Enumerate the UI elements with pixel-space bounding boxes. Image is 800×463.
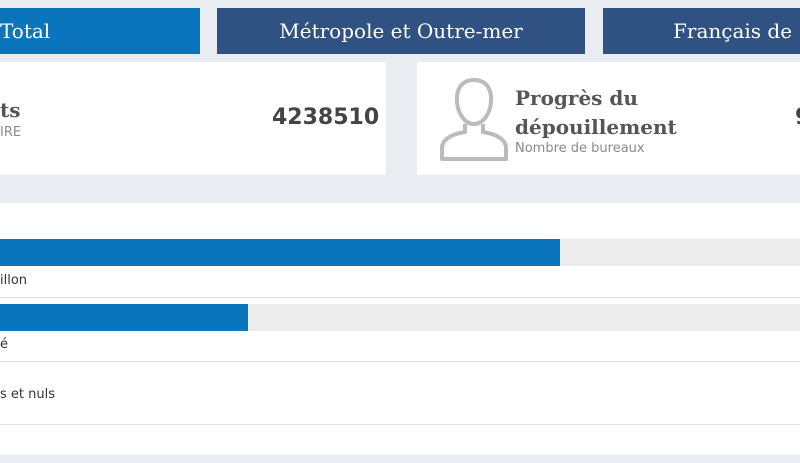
card: Progrès du dépouillement Nombre de bureau… [417, 62, 800, 175]
card-subtitle: Nombre de bureaux [515, 141, 645, 156]
card-title-line: dépouillement [515, 115, 677, 139]
card-title-line: Progrès du [515, 86, 638, 110]
bar-fill [0, 239, 560, 266]
tab[interactable]: Total [0, 8, 200, 54]
separator [0, 297, 800, 298]
card-title: ts [0, 98, 21, 122]
card-subtitle: IRE [0, 125, 22, 140]
bar-track [0, 239, 800, 266]
separator [0, 361, 800, 362]
card-title: Progrès du dépouillement [515, 84, 677, 142]
bar-fill [0, 304, 248, 331]
person-icon [440, 77, 508, 161]
tab[interactable]: Métropole et Outre-mer [217, 8, 585, 54]
bar-track [0, 304, 800, 331]
bar-label: illon [0, 273, 28, 288]
card-value: 9 [795, 105, 800, 130]
separator [0, 424, 800, 425]
tab-label: Français de [673, 19, 793, 43]
bar-label: s et nuls [0, 387, 55, 402]
tab[interactable]: Français de [603, 8, 800, 54]
card: ts IRE 4238510 [0, 62, 386, 175]
tab-label: Total [0, 19, 51, 43]
results-panel: illon é s et nuls [0, 203, 800, 455]
card-value: 4238510 [272, 105, 380, 130]
tab-label: Métropole et Outre-mer [279, 19, 523, 43]
bar-label: é [0, 337, 8, 352]
